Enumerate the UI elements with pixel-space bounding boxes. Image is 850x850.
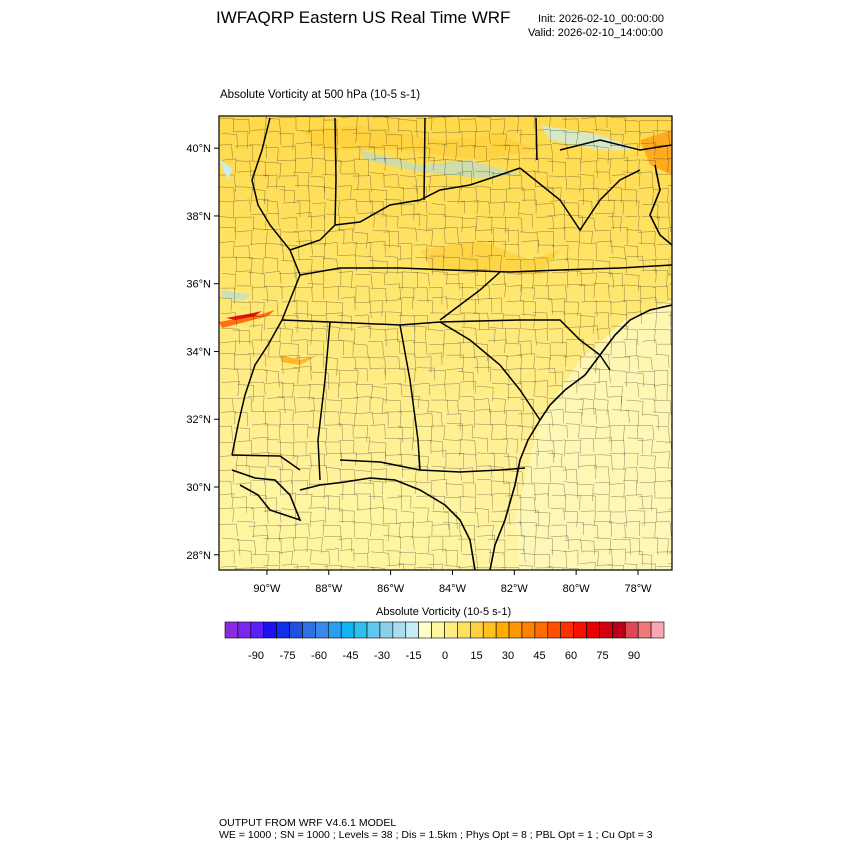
negative-vorticity-patch bbox=[222, 290, 250, 300]
colorbar-swatch bbox=[534, 621, 549, 639]
colorbar-swatch bbox=[573, 621, 587, 639]
lon-tick-label: 88°W bbox=[315, 583, 343, 595]
colorbar-swatch bbox=[560, 621, 574, 639]
lat-tick-label: 38°N bbox=[186, 211, 211, 223]
colorbar-swatch bbox=[340, 621, 355, 639]
colorbar-label: 15 bbox=[470, 650, 482, 662]
colorbar bbox=[224, 621, 665, 639]
colorbar-swatch bbox=[353, 621, 368, 639]
lat-tick-label: 36°N bbox=[186, 279, 211, 291]
colorbar-swatch bbox=[302, 621, 316, 639]
colorbar-swatch bbox=[379, 621, 394, 639]
lat-tick-label: 28°N bbox=[186, 550, 211, 562]
colorbar-label: 60 bbox=[565, 650, 577, 662]
lon-tick-label: 90°W bbox=[253, 583, 281, 595]
plot-title: Absolute Vorticity at 500 hPa (10-5 s-1) bbox=[220, 89, 421, 101]
colorbar-swatch bbox=[586, 621, 600, 639]
colorbar-swatch bbox=[495, 621, 510, 639]
colorbar-swatch bbox=[224, 621, 239, 639]
colorbar-swatch bbox=[508, 621, 523, 639]
negative-vorticity-band bbox=[360, 150, 520, 178]
colorbar-swatch bbox=[547, 621, 561, 639]
vorticity-band-tn bbox=[420, 240, 560, 275]
colorbar-title: Absolute Vorticity (10-5 s-1) bbox=[376, 606, 512, 618]
lon-tick-label: 86°W bbox=[377, 583, 405, 595]
colorbar-swatch bbox=[637, 621, 652, 639]
colorbar-swatch bbox=[315, 621, 329, 639]
gulf-field bbox=[219, 475, 490, 570]
map-area bbox=[219, 116, 672, 570]
longitude-axis: 90°W 88°W 86°W 84°W 82°W 80°W 78°W bbox=[253, 570, 652, 595]
colorbar-label: -30 bbox=[374, 650, 390, 662]
colorbar-swatch bbox=[457, 621, 471, 639]
colorbar-label: 0 bbox=[442, 650, 448, 662]
colorbar-label: -90 bbox=[248, 650, 264, 662]
county-boundaries bbox=[219, 116, 672, 570]
ocean-field bbox=[515, 300, 672, 570]
lon-tick-label: 78°W bbox=[624, 583, 652, 595]
lat-tick-label: 34°N bbox=[186, 346, 211, 358]
colorbar-swatch bbox=[624, 621, 639, 639]
valid-time: Valid: 2026-02-10_14:00:00 bbox=[528, 27, 663, 39]
lon-tick-label: 82°W bbox=[501, 583, 529, 595]
colorbar-swatch bbox=[237, 621, 252, 639]
colorbar-label: 45 bbox=[533, 650, 545, 662]
colorbar-swatch bbox=[470, 621, 484, 639]
footer-model-line: OUTPUT FROM WRF V4.6.1 MODEL bbox=[219, 817, 397, 829]
colorbar-swatch bbox=[392, 621, 407, 639]
colorbar-label: -75 bbox=[280, 650, 296, 662]
vorticity-max-streak bbox=[219, 310, 275, 328]
vorticity-core-streak bbox=[226, 311, 262, 320]
colorbar-label: -60 bbox=[311, 650, 327, 662]
colorbar-swatch bbox=[263, 621, 277, 639]
state-boundaries bbox=[231, 117, 672, 481]
footer-settings-line: WE = 1000 ; SN = 1000 ; Levels = 38 ; Di… bbox=[219, 829, 653, 841]
lat-tick-label: 32°N bbox=[186, 414, 211, 426]
lake-feature bbox=[219, 160, 232, 180]
colorbar-labels: -90 -75 -60 -45 -30 -15 0 15 30 45 60 75 90 bbox=[248, 650, 640, 662]
colorbar-label: 30 bbox=[502, 650, 514, 662]
colorbar-label: -15 bbox=[406, 650, 422, 662]
latitude-axis: 40°N 38°N 36°N 34°N 32°N 30°N 28°N bbox=[186, 143, 219, 562]
colorbar-swatch bbox=[482, 621, 497, 639]
colorbar-swatch bbox=[612, 621, 626, 639]
colorbar-swatch bbox=[327, 621, 342, 639]
colorbar-swatch bbox=[289, 621, 303, 639]
colorbar-swatch bbox=[250, 621, 265, 639]
colorbar-label: -45 bbox=[343, 650, 359, 662]
vorticity-streak-2 bbox=[280, 355, 318, 365]
coastline bbox=[231, 164, 672, 570]
vorticity-band-ne bbox=[640, 130, 672, 175]
colorbar-swatch bbox=[599, 621, 613, 639]
colorbar-swatch bbox=[276, 621, 290, 639]
colorbar-swatch bbox=[521, 621, 536, 639]
map-frame bbox=[218, 115, 673, 571]
lon-tick-label: 84°W bbox=[439, 583, 467, 595]
lat-tick-label: 30°N bbox=[186, 482, 211, 494]
lon-tick-label: 80°W bbox=[563, 583, 591, 595]
main-title: IWFAQRP Eastern US Real Time WRF bbox=[216, 8, 511, 27]
lat-tick-label: 40°N bbox=[186, 143, 211, 155]
init-time: Init: 2026-02-10_00:00:00 bbox=[538, 13, 664, 25]
colorbar-swatch bbox=[405, 621, 419, 639]
colorbar-label: 90 bbox=[628, 650, 640, 662]
colorbar-swatch bbox=[366, 621, 381, 639]
colorbar-swatch bbox=[444, 621, 458, 639]
county-mesh-lines bbox=[219, 116, 672, 570]
colorbar-label: 75 bbox=[596, 650, 608, 662]
colorbar-swatch bbox=[431, 621, 445, 639]
vorticity-band-north bbox=[300, 125, 540, 160]
colorbar-swatch bbox=[650, 621, 665, 639]
colorbar-swatch bbox=[418, 621, 432, 639]
